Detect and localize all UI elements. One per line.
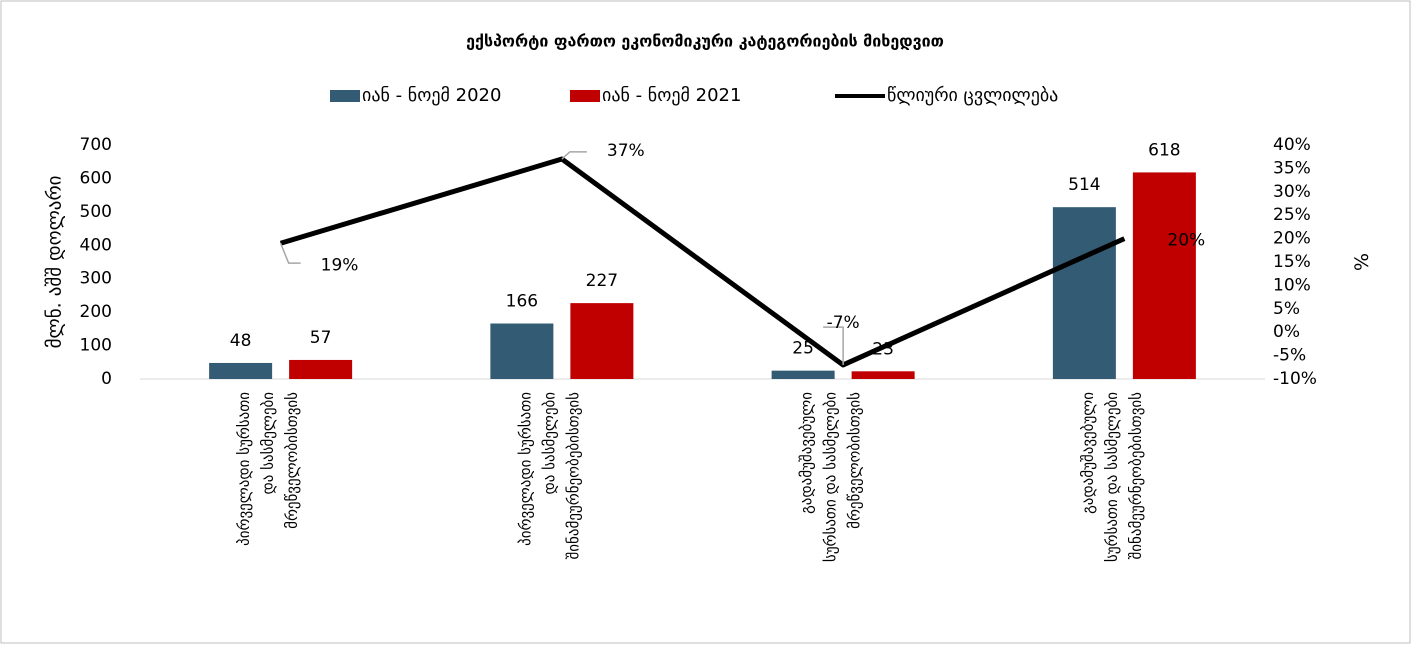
y2-tick-label: 10% (1273, 275, 1311, 295)
leader-line (561, 151, 587, 160)
x-tick-label: გადამუშავებული (1079, 392, 1097, 514)
bar (771, 370, 835, 379)
x-tick-label: და სასმელები (540, 392, 558, 495)
y2-tick-label: 25% (1273, 205, 1311, 225)
x-tick-label: მრეწველობისთვის (283, 392, 301, 529)
bar (1132, 172, 1196, 379)
x-tick-label: სურსათი და სასმელები (822, 392, 840, 562)
x-tick-label: სურსათი და სასმელები (1103, 392, 1121, 562)
y-axis-label: მლნ. აშშ დოლარი (44, 176, 66, 349)
bar-value-label: 514 (1068, 175, 1100, 195)
bar-value-label: 166 (506, 292, 538, 312)
y2-tick-label: 20% (1273, 229, 1311, 249)
x-tick-label: და სასმელები (259, 392, 277, 495)
y-tick-label: 200 (80, 302, 112, 322)
leader-line (279, 242, 301, 264)
line-value-label: 20% (1167, 231, 1205, 251)
x-tick-label: პირველადი სურსათი (516, 392, 534, 546)
x-tick-label: პირველადი სურსათი (235, 392, 253, 546)
y-tick-label: 400 (80, 235, 112, 255)
y2-tick-label: 5% (1273, 299, 1300, 319)
y2-axis-label: % (1350, 253, 1372, 271)
y-tick-label: 100 (80, 336, 112, 356)
bar (851, 371, 915, 379)
x-tick-label: გადამუშავებული (798, 392, 816, 514)
y2-tick-label: 15% (1273, 252, 1311, 272)
bar (289, 359, 353, 379)
y2-tick-label: -5% (1273, 346, 1306, 366)
y2-tick-label: 30% (1273, 182, 1311, 202)
bar-value-label: 227 (586, 271, 618, 291)
y-tick-label: 0 (101, 369, 112, 389)
bar (490, 323, 554, 379)
legend-label: იან - ნოემ 2021 (602, 85, 741, 106)
legend-swatch (570, 90, 600, 102)
legend-label: წლიური ცვლილება (887, 85, 1058, 106)
bar-value-label: 57 (310, 328, 332, 348)
line-value-label: 19% (321, 255, 359, 275)
line-value-label: 37% (607, 141, 645, 161)
bar-value-label: 48 (230, 331, 252, 351)
y2-tick-label: 0% (1273, 322, 1300, 342)
line (279, 156, 1126, 368)
bar (209, 362, 273, 379)
bar-value-label: 618 (1148, 140, 1180, 160)
bar (1052, 207, 1116, 379)
y-tick-label: 700 (80, 135, 112, 155)
y2-tick-label: -10% (1273, 369, 1317, 389)
x-tick-label: მრეწველობისთვის (846, 392, 864, 529)
leader-line (823, 326, 844, 365)
legend-swatch (330, 90, 360, 102)
y-tick-label: 600 (80, 168, 112, 188)
x-tick-label: შინამეურნეობებისთვის (1127, 392, 1145, 560)
x-tick-label: შინამეურნეობებისთვის (564, 392, 582, 560)
y2-tick-label: 40% (1273, 135, 1311, 155)
y-tick-label: 300 (80, 269, 112, 289)
bar (570, 303, 634, 379)
y-tick-label: 500 (80, 202, 112, 222)
chart-title: ექსპორტი ფართო ეკონომიკური კატეგორიების … (466, 32, 944, 51)
bar-value-label: 25 (792, 339, 814, 359)
y2-tick-label: 35% (1273, 158, 1311, 178)
legend-label: იან - ნოემ 2020 (362, 85, 501, 106)
line-value-label: -7% (827, 313, 860, 333)
